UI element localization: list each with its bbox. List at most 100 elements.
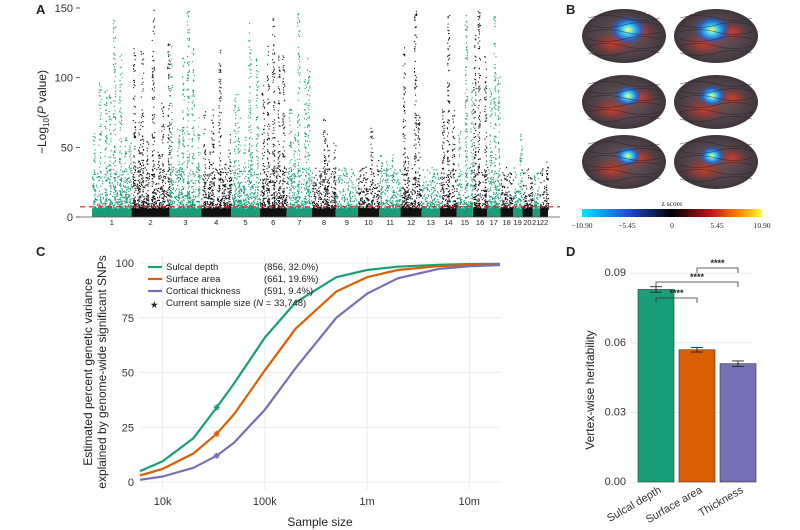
plot-d-y-label: Vertex-wise heritability [583, 330, 597, 449]
chromosome-8-points [312, 118, 337, 217]
sulci-lines [587, 141, 661, 182]
panel-label-a: A [36, 2, 46, 17]
legend-series-name: Cortical thickness [166, 286, 241, 297]
c-y-label-line: Estimated percent genetic variance [81, 278, 95, 466]
chromosome-label: 19 [514, 218, 522, 227]
legend-star-icon: ★ [150, 300, 159, 311]
chromosome-label: 9 [345, 218, 349, 227]
chromosome-label: 12 [407, 218, 415, 227]
manhattan-chromosome-labels: 1 2 3 4 5 6 7 8 9 10 11 12 13 14 15 16 17 18 19 20 21 22 [110, 218, 548, 227]
panel-label-d: D [566, 244, 575, 259]
chromosome-16-points [473, 11, 489, 217]
chromosome-label: 6 [271, 218, 275, 227]
series-line-1 [139, 263, 501, 477]
legend-series-stat: (661, 19.6%) [264, 274, 318, 285]
chromosome-18-snps [500, 166, 515, 210]
significance-label: **** [669, 288, 684, 298]
significance-bracket [655, 297, 698, 303]
plot-c-y-label: Estimated percent genetic variance explai… [81, 255, 109, 488]
chromosome-label: 14 [444, 218, 452, 227]
legend-current-size: Current sample size (N = 33,748) [166, 298, 306, 309]
chromosome-label: 20 [523, 218, 531, 227]
significance-label: **** [710, 258, 725, 268]
chromosome-20-snps [522, 168, 534, 210]
current-sample-marker-1 [213, 430, 220, 437]
plot-c-legend: Sulcal depth (856, 32.0%) Surface area (661… [148, 262, 318, 311]
d-y-tick-label: 0.06 [605, 337, 626, 349]
chromosome-label: 21 [532, 218, 540, 227]
chromosome-2-points [131, 9, 171, 217]
positive-region [698, 85, 726, 107]
c-x-tick-label: 1m [359, 496, 374, 508]
legend-series-stat: (591, 9.4%) [264, 286, 313, 297]
brain-row-label: ABCD [655, 131, 685, 143]
c-x-tick-label: 100k [253, 496, 277, 508]
chromosome-7-snps [286, 13, 314, 210]
chromosome-band [421, 208, 440, 217]
current-sample-marker-0 [213, 404, 220, 411]
chromosome-band [539, 208, 548, 217]
chromosome-band [400, 208, 422, 217]
y-tick-label: 50 [61, 142, 73, 154]
bar-2 [719, 363, 757, 483]
chromosome-6-snps [259, 18, 288, 210]
brain-right-hemisphere [674, 135, 758, 189]
panel-label-c: C [36, 244, 46, 259]
plot-c-grid [140, 255, 500, 490]
d-x-tick-label: Thickness [697, 484, 746, 519]
chromosome-3-snps [169, 10, 203, 210]
chromosome-band [312, 208, 336, 217]
c-y-tick-label: 50 [122, 368, 134, 380]
chromosome-11-snps [379, 154, 402, 210]
chromosome-17-snps [487, 16, 502, 210]
positive-region [614, 85, 642, 107]
chromosome-band [456, 208, 473, 217]
sulci-lines [679, 81, 753, 122]
chromosome-band [259, 208, 287, 217]
chromosome-band [532, 208, 540, 217]
c-x-tick-label: 10k [154, 496, 172, 508]
error-bar-2 [732, 360, 744, 367]
chromosome-3-points [169, 10, 203, 217]
significance-label: **** [690, 272, 705, 282]
chromosome-band [522, 208, 533, 217]
chromosome-22-points [539, 161, 550, 217]
chromosome-10-points [357, 127, 381, 217]
brain-row: ABCD [582, 131, 758, 189]
chromosome-band [439, 208, 457, 217]
series-line-2 [139, 263, 501, 481]
legend-current-prefix: Current sample size ( [166, 298, 257, 309]
chromosome-15-snps [456, 15, 475, 210]
chromosome-band [231, 208, 260, 217]
d-y-tick-label: 0.09 [605, 267, 626, 279]
chromosome-19-points [513, 134, 524, 217]
chromosome-4-points [201, 49, 233, 217]
significance-bracket [655, 281, 739, 287]
panel-label-b: B [566, 2, 575, 17]
c-y-tick-label: 100 [116, 258, 134, 270]
chromosome-label: 7 [297, 218, 301, 227]
chromosome-band [473, 208, 488, 217]
significance-bracket [696, 267, 739, 273]
chromosome-12-points [400, 11, 423, 217]
chromosome-14-points [439, 15, 458, 217]
sulci-lines [679, 141, 753, 182]
manhattan-points [92, 9, 550, 217]
chromosome-13-points [421, 167, 441, 217]
error-bar-1 [691, 346, 703, 353]
chromosome-label: 16 [476, 218, 484, 227]
sulci-lines [587, 81, 661, 122]
chromosome-label: 8 [322, 218, 326, 227]
brain-maps-panel: B [566, 2, 771, 230]
bar-1 [678, 349, 716, 483]
brain-right-hemisphere [674, 9, 758, 63]
chromosome-12-snps [400, 11, 423, 210]
colorbar-tick-label: 0 [670, 221, 674, 230]
d-y-tick-label: 0.03 [605, 406, 626, 418]
chromosome-5-snps [231, 22, 261, 210]
legend-series-name: Sulcal depth [166, 262, 218, 273]
chromosome-label: 3 [183, 218, 187, 227]
chromosome-label: 2 [149, 218, 153, 227]
